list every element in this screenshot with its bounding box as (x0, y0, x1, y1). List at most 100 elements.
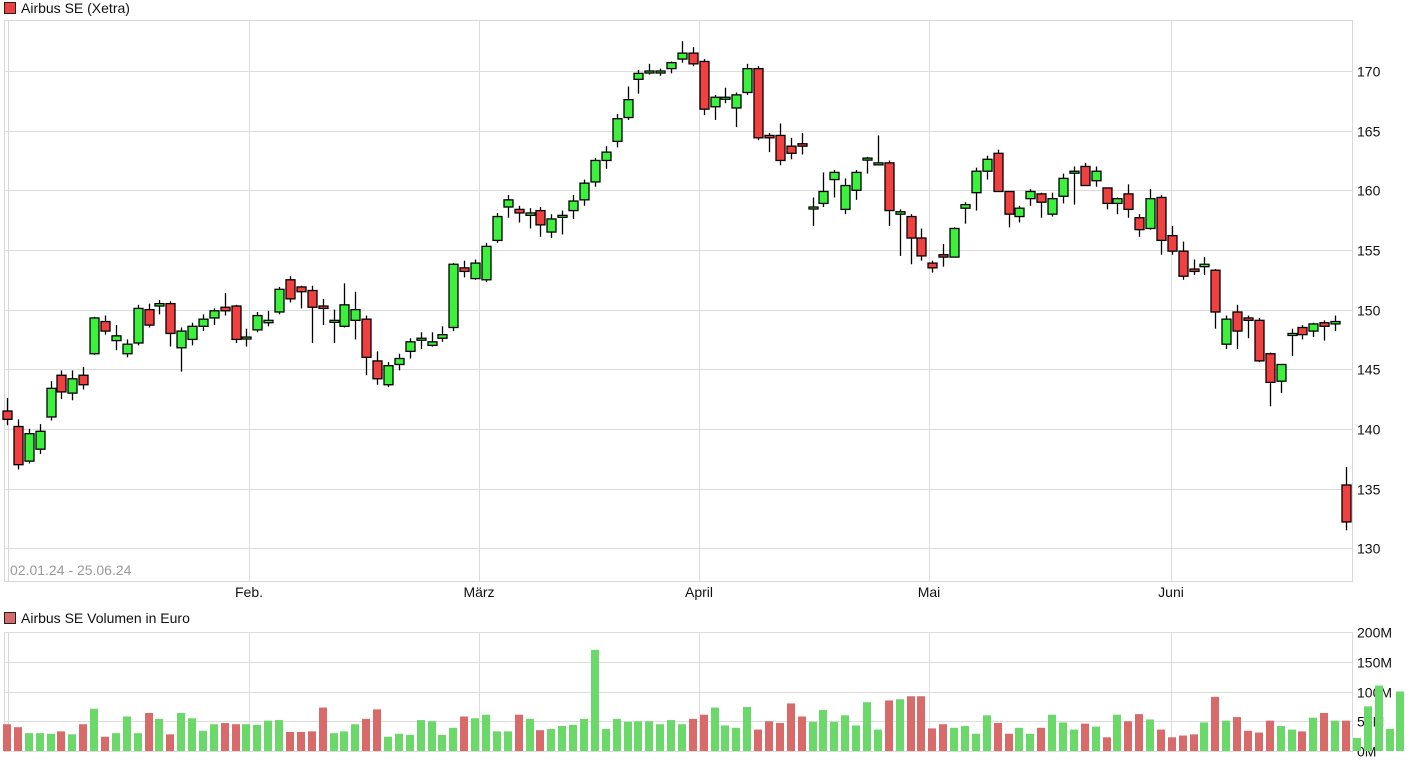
volume-bar (732, 727, 740, 751)
volume-bar (743, 706, 751, 751)
candle-down (916, 237, 927, 257)
volume-bar (667, 720, 675, 751)
volume-bar (504, 731, 512, 751)
volume-bar (1277, 726, 1285, 751)
volume-bar (112, 733, 120, 751)
candle-up (666, 61, 677, 70)
volume-bar (417, 720, 425, 751)
candle-up (840, 184, 851, 211)
candle-up (579, 182, 590, 201)
candle-up (568, 200, 579, 212)
volume-bar (624, 721, 632, 751)
candle-up (960, 203, 971, 209)
candle-up (1199, 263, 1210, 268)
candle-up (329, 319, 340, 323)
candle-up (503, 199, 514, 208)
candle-up (427, 341, 438, 347)
candle-up (133, 307, 144, 344)
candle-down (1210, 269, 1221, 313)
candle-down (1167, 234, 1178, 252)
volume-bar (1113, 714, 1121, 751)
price-y-tick: 150 (1357, 303, 1381, 319)
candle-down (1265, 353, 1276, 384)
volume-bar (1048, 714, 1056, 751)
candle-up (808, 206, 819, 210)
volume-bar (754, 729, 762, 751)
candle-down (688, 52, 699, 65)
candle-up (339, 304, 350, 327)
volume-bar (1059, 722, 1067, 751)
candle-up (187, 325, 198, 341)
candle-up (895, 211, 906, 215)
candle-up (742, 67, 753, 94)
volume-bar (1342, 720, 1350, 751)
volume-bar (613, 718, 621, 751)
candle-up (198, 318, 209, 327)
candle-up (873, 162, 884, 166)
candle-down (165, 302, 176, 335)
volume-bar (1353, 737, 1361, 751)
candle-down (699, 60, 710, 110)
volume-y-tick: 200M (1357, 625, 1392, 641)
candle-up (710, 96, 721, 108)
candle-down (1156, 196, 1167, 242)
volume-bar (1375, 685, 1383, 751)
volume-bar (1103, 737, 1111, 751)
price-y-tick: 145 (1357, 362, 1381, 378)
candle-down (884, 162, 895, 212)
volume-bar (253, 724, 261, 751)
candle-down (231, 305, 242, 341)
candle-up (633, 72, 644, 81)
volume-bar (1298, 731, 1306, 751)
volume-bar (1211, 696, 1219, 751)
candle-down (307, 289, 318, 308)
volume-bar (1146, 719, 1154, 751)
volume-bar (3, 724, 11, 751)
candle-down (2, 410, 13, 421)
candle-up (655, 70, 666, 74)
candle-down (144, 308, 155, 326)
candle-up (154, 302, 165, 307)
candle-up (437, 334, 448, 339)
volume-bar (874, 729, 882, 751)
candle-down (1297, 326, 1308, 336)
volume-bar (68, 734, 76, 751)
volume-bar (1331, 720, 1339, 751)
candle-down (1178, 250, 1189, 277)
volume-bar (1092, 726, 1100, 751)
volume-bar (351, 724, 359, 751)
candle-down (1102, 187, 1113, 205)
volume-bar (1081, 723, 1089, 751)
volume-bar (1168, 737, 1176, 751)
volume-bar (1015, 727, 1023, 751)
candle-down (285, 279, 296, 300)
volume-bar (1190, 734, 1198, 751)
volume-bar (863, 702, 871, 751)
candle-up (677, 52, 688, 60)
candle-down (56, 374, 67, 393)
candle-down (753, 67, 764, 139)
volume-bar (1244, 730, 1252, 751)
volume-bar (798, 716, 806, 751)
candle-down (296, 286, 307, 293)
volume-bar (308, 731, 316, 751)
candle-up (862, 157, 873, 161)
candle-down (786, 145, 797, 154)
volume-bar (90, 708, 98, 751)
candle-up (394, 357, 405, 366)
candle-up (1047, 198, 1058, 215)
candle-down (1123, 193, 1134, 211)
volume-bar (515, 714, 523, 751)
candle-up (252, 314, 263, 331)
volume-bar (264, 720, 272, 751)
candle-down (1036, 193, 1047, 203)
volume-bar (972, 733, 980, 751)
volume-y-tick: 100M (1357, 685, 1392, 701)
candle-down (764, 134, 775, 139)
volume-bar (14, 727, 22, 751)
volume-bar (1288, 729, 1296, 751)
candle-up (209, 310, 220, 319)
candle-down (100, 320, 111, 332)
candle-up (1058, 177, 1069, 197)
candle-up (492, 215, 503, 242)
